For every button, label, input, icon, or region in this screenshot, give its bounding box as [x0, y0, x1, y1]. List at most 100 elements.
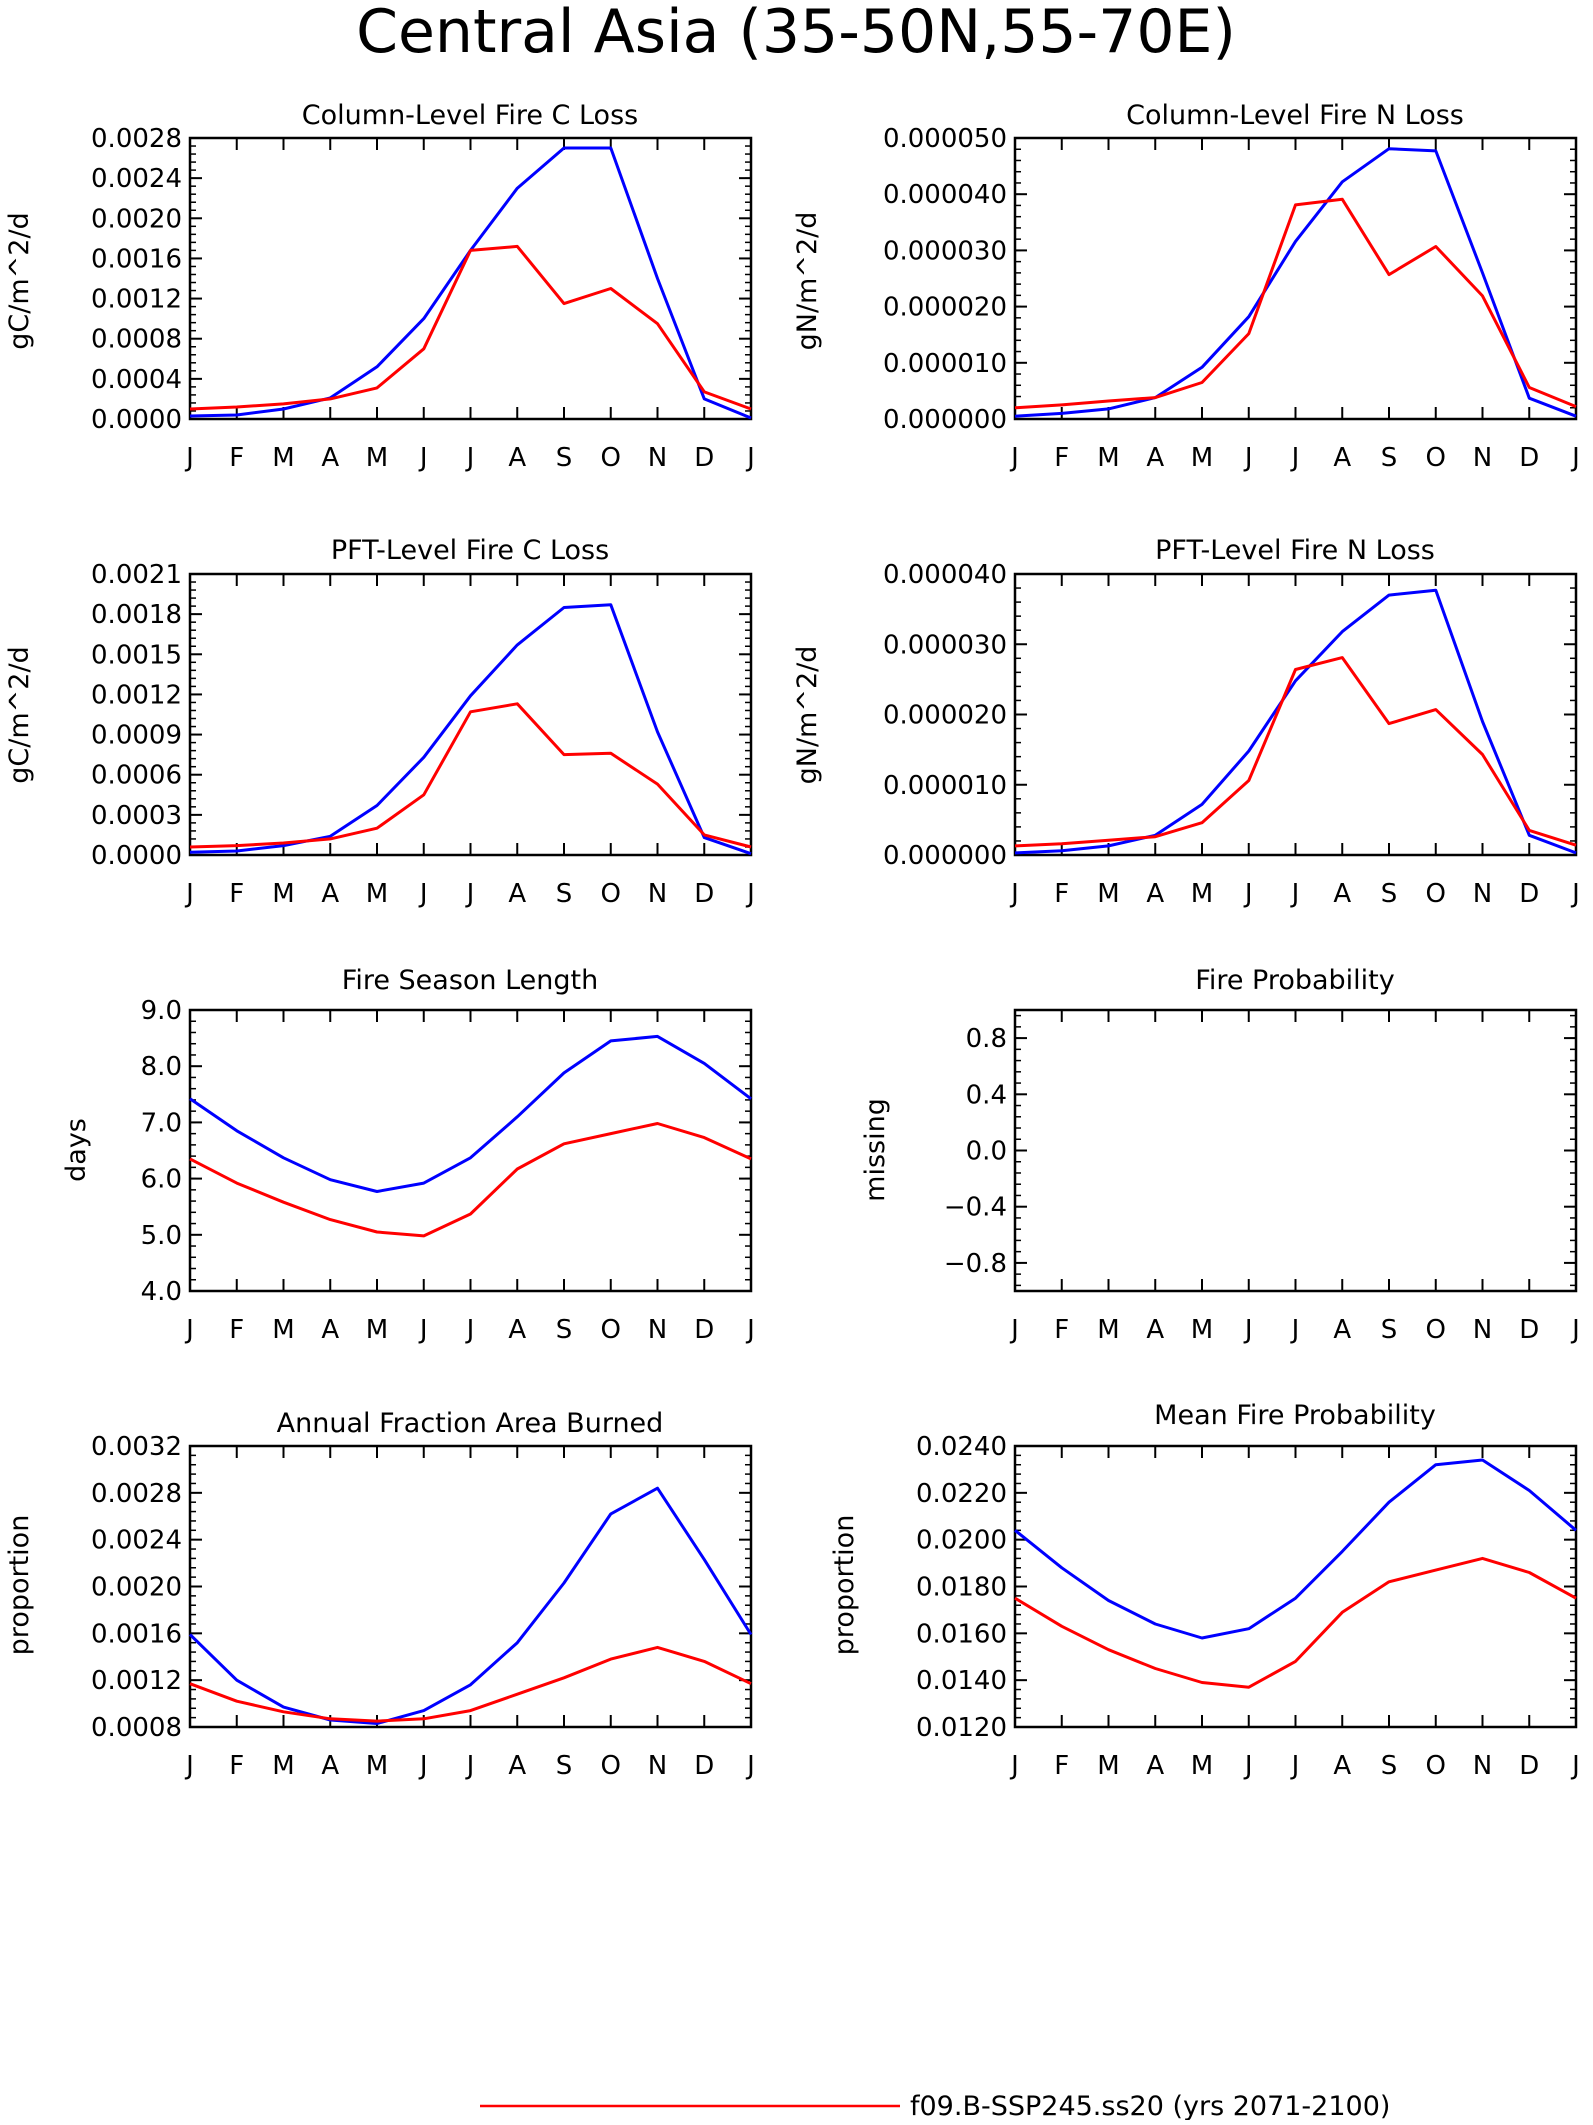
- panel-fire-probability: Fire Probability missing: [860, 965, 1395, 1202]
- y-tick-label: 0.0140: [916, 1666, 1007, 1696]
- x-tick-label: D: [694, 1315, 714, 1345]
- x-tick-label: M: [366, 1751, 388, 1781]
- series-line-red: [190, 246, 751, 409]
- y-tick-label: 0.000010: [883, 349, 1007, 379]
- y-axis-label: gC/m^2/d: [4, 212, 35, 349]
- y-tick-label: 0.0200: [916, 1526, 1007, 1556]
- x-tick-label: M: [1191, 443, 1213, 473]
- y-tick-label: 0.0008: [91, 1713, 182, 1743]
- x-tick-label: S: [556, 1315, 573, 1345]
- series-line-blue: [190, 1488, 751, 1723]
- plot-frame: [190, 1010, 751, 1291]
- y-tick-label: 0.000040: [883, 560, 1007, 590]
- y-tick-label: 6.0: [141, 1165, 182, 1195]
- x-tick-label: A: [321, 1751, 339, 1781]
- y-tick-label: 0.000050: [883, 124, 1007, 154]
- series-line-red: [190, 1124, 751, 1236]
- x-tick-label: J: [1570, 1751, 1580, 1781]
- x-tick-label: D: [694, 443, 714, 473]
- panel-title: Mean Fire Probability: [1154, 1400, 1436, 1431]
- x-tick-label: M: [366, 1315, 388, 1345]
- series-line-red: [1015, 658, 1576, 846]
- x-tick-label: A: [321, 1315, 339, 1345]
- legend: f09.B-SSP245.ss20 (yrs 2071-2100): [480, 2091, 1390, 2120]
- x-tick-label: D: [1519, 1751, 1539, 1781]
- x-tick-label: J: [465, 1751, 475, 1781]
- panel-title: PFT-Level Fire N Loss: [1155, 535, 1435, 566]
- y-tick-label: 0.0000: [91, 841, 182, 871]
- y-axis-label: gN/m^2/d: [792, 646, 823, 785]
- x-tick-label: A: [321, 879, 339, 909]
- y-tick-label: 0.000020: [883, 701, 1007, 731]
- y-tick-label: −0.8: [944, 1249, 1007, 1279]
- x-tick-label: A: [508, 443, 526, 473]
- x-tick-label: N: [648, 1315, 667, 1345]
- y-tick-label: 0.8: [966, 1024, 1007, 1054]
- x-tick-label: O: [1426, 879, 1446, 909]
- x-tick-label: F: [229, 443, 244, 473]
- series-line-red: [1015, 199, 1576, 407]
- series-line-blue: [190, 1036, 751, 1191]
- x-tick-label: J: [1243, 443, 1253, 473]
- y-axis-label: days: [61, 1118, 92, 1182]
- y-tick-label: 0.0020: [91, 204, 182, 234]
- y-tick-label: 0.0032: [91, 1432, 182, 1462]
- x-tick-label: M: [272, 1751, 294, 1781]
- x-tick-label: J: [745, 1315, 755, 1345]
- x-tick-label: F: [229, 879, 244, 909]
- y-tick-label: 0.0020: [91, 1573, 182, 1603]
- y-tick-label: −0.4: [944, 1193, 1007, 1223]
- x-tick-label: S: [1381, 443, 1398, 473]
- y-tick-label: 0.0004: [91, 365, 182, 395]
- plot-frame: [1015, 574, 1576, 855]
- x-tick-label: D: [694, 879, 714, 909]
- x-tick-label: A: [1146, 1751, 1164, 1781]
- x-tick-label: D: [694, 1751, 714, 1781]
- x-tick-label: N: [648, 443, 667, 473]
- x-tick-label: J: [1009, 443, 1019, 473]
- x-tick-label: J: [184, 443, 194, 473]
- panel-title: Fire Probability: [1195, 965, 1395, 996]
- x-tick-label: J: [1570, 1315, 1580, 1345]
- x-tick-label: J: [418, 1315, 428, 1345]
- x-tick-label: M: [1191, 1315, 1213, 1345]
- x-tick-label: F: [229, 1315, 244, 1345]
- y-tick-label: 0.000030: [883, 236, 1007, 266]
- y-tick-label: 0.0180: [916, 1573, 1007, 1603]
- x-tick-label: J: [465, 879, 475, 909]
- x-tick-label: J: [1290, 1751, 1300, 1781]
- y-tick-label: 0.0028: [91, 124, 182, 154]
- series-line-blue: [1015, 149, 1576, 417]
- plot-frame: [190, 138, 751, 419]
- x-tick-label: A: [321, 443, 339, 473]
- y-tick-label: 0.0016: [91, 1619, 182, 1649]
- x-tick-label: J: [418, 879, 428, 909]
- x-tick-label: J: [1009, 1315, 1019, 1345]
- y-tick-label: 0.0028: [91, 1479, 182, 1509]
- x-tick-label: J: [745, 443, 755, 473]
- x-tick-label: F: [1054, 879, 1069, 909]
- x-tick-label: N: [648, 879, 667, 909]
- y-axis-label: gC/m^2/d: [4, 646, 35, 783]
- y-tick-label: 0.0000: [91, 405, 182, 435]
- y-tick-label: 0.0016: [91, 244, 182, 274]
- y-tick-label: 8.0: [141, 1052, 182, 1082]
- y-tick-label: 0.0021: [91, 560, 182, 590]
- x-tick-label: J: [184, 1751, 194, 1781]
- y-tick-label: 0.000000: [883, 841, 1007, 871]
- y-tick-label: 0.0160: [916, 1619, 1007, 1649]
- x-tick-label: A: [1333, 879, 1351, 909]
- x-tick-label: O: [1426, 1751, 1446, 1781]
- x-tick-label: A: [508, 1315, 526, 1345]
- y-tick-label: 0.0220: [916, 1479, 1007, 1509]
- x-tick-label: J: [1243, 1315, 1253, 1345]
- x-tick-label: N: [1473, 1315, 1492, 1345]
- x-tick-label: M: [1191, 1751, 1213, 1781]
- x-tick-label: A: [1146, 1315, 1164, 1345]
